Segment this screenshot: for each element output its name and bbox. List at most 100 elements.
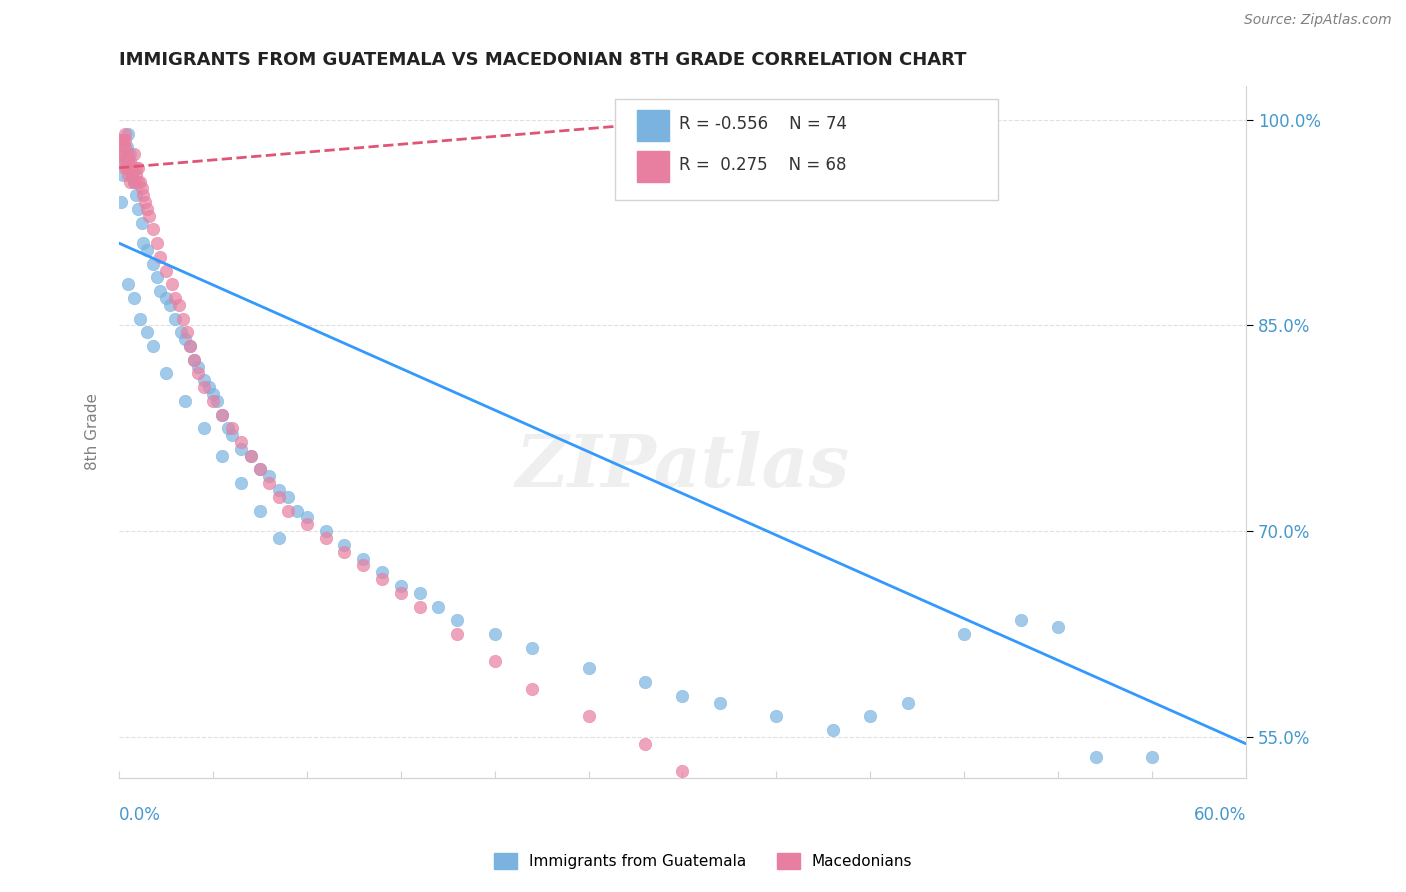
Point (333, 545, 356, 559)
Point (155, 367, 177, 381)
Point (229, 442, 252, 456)
Point (249, 462, 271, 476)
Text: ZIPatlas: ZIPatlas (516, 431, 849, 502)
Point (315, 524, 337, 538)
Point (315, 531, 337, 545)
Point (159, 298, 181, 312)
Point (115, 161, 138, 175)
Point (446, 613, 468, 627)
Point (267, 483, 290, 497)
Point (127, 202, 149, 216)
Point (170, 326, 193, 340)
FancyBboxPatch shape (637, 152, 669, 183)
Point (111, 168, 134, 182)
FancyBboxPatch shape (637, 110, 669, 141)
Point (127, 161, 149, 175)
Point (277, 503, 299, 517)
Point (765, 709, 787, 723)
Point (671, 764, 693, 779)
Point (125, 161, 148, 175)
Point (173, 332, 195, 346)
Point (145, 270, 167, 285)
Point (136, 243, 159, 257)
Point (136, 326, 159, 340)
Point (183, 352, 205, 367)
FancyBboxPatch shape (614, 99, 998, 200)
Point (267, 490, 290, 504)
Point (259, 469, 281, 483)
Point (352, 558, 374, 573)
Text: Source: ZipAtlas.com: Source: ZipAtlas.com (1244, 13, 1392, 28)
Point (114, 161, 136, 175)
Point (125, 188, 148, 202)
Point (117, 168, 139, 182)
Point (446, 627, 468, 641)
Point (122, 147, 145, 161)
Point (111, 140, 134, 154)
Point (114, 133, 136, 147)
Point (408, 586, 430, 600)
Text: 0.0%: 0.0% (120, 805, 160, 823)
Point (239, 449, 262, 463)
Point (149, 284, 172, 298)
Point (187, 367, 209, 381)
Point (193, 373, 215, 387)
Point (389, 579, 412, 593)
Point (193, 380, 215, 394)
Point (110, 147, 132, 161)
Point (179, 339, 201, 353)
Point (179, 339, 201, 353)
Point (287, 503, 309, 517)
Point (484, 655, 506, 669)
Point (205, 393, 228, 408)
Point (160, 277, 183, 292)
Point (114, 140, 136, 154)
Point (149, 250, 172, 264)
Point (114, 153, 136, 168)
Point (249, 462, 271, 476)
Point (120, 153, 142, 168)
Point (127, 174, 149, 188)
Point (295, 510, 318, 524)
Point (198, 380, 221, 394)
Point (859, 709, 882, 723)
Point (132, 236, 155, 251)
Point (111, 147, 134, 161)
Point (267, 531, 290, 545)
Point (115, 140, 138, 154)
Point (1140, 750, 1163, 764)
Legend: Immigrants from Guatemala, Macedonians: Immigrants from Guatemala, Macedonians (488, 847, 918, 875)
Point (136, 202, 159, 216)
Point (578, 661, 600, 675)
Point (953, 627, 976, 641)
Point (277, 490, 299, 504)
Point (484, 627, 506, 641)
Point (115, 147, 138, 161)
Point (121, 161, 143, 175)
Point (117, 153, 139, 168)
Point (176, 326, 198, 340)
Point (128, 311, 150, 326)
Point (165, 291, 187, 305)
Point (121, 168, 143, 182)
Y-axis label: 8th Grade: 8th Grade (86, 393, 100, 470)
Point (1047, 620, 1070, 634)
Point (671, 689, 693, 703)
Point (193, 421, 215, 435)
Point (211, 408, 233, 422)
Point (117, 277, 139, 292)
Point (122, 174, 145, 188)
Point (134, 195, 156, 210)
Point (167, 298, 190, 312)
Point (1084, 750, 1107, 764)
Point (1010, 613, 1032, 627)
Point (131, 181, 153, 195)
Point (295, 517, 318, 532)
Point (142, 257, 165, 271)
Point (634, 737, 657, 751)
Text: 60.0%: 60.0% (1194, 805, 1246, 823)
Point (142, 222, 165, 236)
Point (172, 311, 194, 326)
Point (634, 675, 657, 690)
Point (173, 393, 195, 408)
